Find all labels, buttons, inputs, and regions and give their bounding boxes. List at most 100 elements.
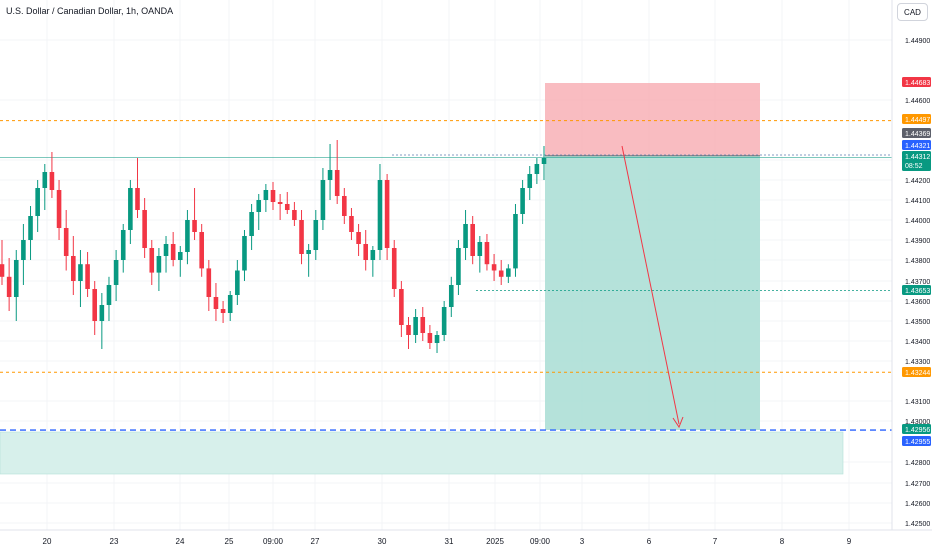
candle: [0, 240, 5, 285]
x-tick-label: 23: [110, 537, 119, 546]
candle: [192, 188, 197, 240]
candle: [227, 291, 233, 321]
y-tick-label: 1.43700: [905, 279, 930, 286]
candle-body: [128, 188, 133, 230]
candle-body: [220, 309, 226, 313]
candle-body: [135, 188, 140, 210]
candle: [334, 140, 340, 204]
currency-button[interactable]: CAD: [897, 3, 928, 21]
candle-body: [256, 200, 262, 212]
projection-arrow: [621, 145, 680, 425]
y-tick-label: 1.42800: [905, 460, 930, 467]
candle-body: [420, 317, 426, 333]
y-tick-label: 1.44100: [905, 198, 930, 205]
candle: [242, 230, 247, 281]
price-label-text: 1.44683: [905, 80, 930, 87]
price-label-text: 1.43244: [905, 370, 930, 377]
candle-body: [491, 264, 497, 271]
candle: [513, 204, 518, 277]
price-label-target-line: 1.42955: [902, 436, 931, 446]
candle: [520, 180, 525, 224]
candle: [78, 250, 83, 307]
y-tick-label: 1.44000: [905, 218, 930, 225]
candle-body: [391, 248, 397, 289]
candle-body: [406, 325, 411, 335]
candle-body: [413, 317, 418, 335]
candle-body: [199, 232, 204, 269]
candle-body: [399, 289, 404, 325]
candle-body: [192, 220, 197, 232]
candle: [113, 250, 119, 301]
candle-body: [520, 188, 525, 214]
price-label-level: 1.43653: [902, 285, 931, 295]
price-label-text: 1.43653: [905, 288, 930, 295]
x-tick-label: 2025: [486, 537, 504, 546]
price-label-box: [902, 436, 931, 446]
y-tick-label: 1.43400: [905, 339, 930, 346]
x-tick-label: 09:00: [530, 537, 551, 546]
candle: [370, 246, 376, 277]
candle-body: [185, 220, 190, 252]
candle: [199, 224, 204, 277]
x-tick-label: 6: [647, 537, 652, 546]
candle: [142, 198, 147, 258]
candle-body: [263, 190, 269, 200]
candle-body: [21, 240, 26, 260]
candle: [356, 224, 361, 256]
candle: [220, 301, 226, 323]
candle: [213, 283, 219, 321]
y-tick-label: 1.42500: [905, 521, 930, 528]
candle: [71, 236, 76, 295]
x-tick-label: 31: [445, 537, 454, 546]
candle: [484, 234, 490, 271]
candle: [498, 260, 504, 285]
candle: [292, 202, 297, 226]
candle: [327, 144, 333, 200]
price-label-box: [902, 77, 931, 87]
candle-body: [249, 212, 254, 236]
arrow-head: [672, 416, 684, 429]
candle-body: [149, 248, 155, 273]
candle: [35, 180, 40, 232]
y-tick-label: 1.43600: [905, 299, 930, 306]
y-tick-label: 1.43500: [905, 319, 930, 326]
price-label-resistance: 1.44497: [902, 114, 931, 124]
stop-loss-zone: [545, 83, 760, 156]
candle-body: [85, 264, 90, 289]
candle: [120, 224, 126, 273]
price-label-text: 1.44312: [905, 154, 930, 161]
price-label-entry: 1.44321: [902, 140, 931, 150]
candle: [170, 232, 176, 267]
candle-body: [456, 248, 461, 285]
price-label-box: [902, 114, 931, 124]
y-tick-label: 1.44600: [905, 98, 930, 105]
candle-body: [427, 333, 433, 343]
candle-body: [356, 232, 361, 244]
candle: [320, 168, 326, 230]
y-tick-label: 1.42600: [905, 501, 930, 508]
candle: [263, 184, 269, 212]
candle-body: [470, 224, 475, 256]
candle: [92, 281, 98, 335]
candle: [85, 252, 90, 297]
candle-body: [370, 250, 376, 260]
price-label-box: [902, 285, 931, 295]
candle: [6, 258, 12, 311]
candle-body: [434, 335, 440, 343]
candle: [21, 224, 26, 285]
x-tick-label: 20: [43, 537, 52, 546]
candle: [448, 276, 454, 317]
candle: [177, 246, 183, 277]
candle-body: [235, 270, 240, 295]
candle: [270, 182, 276, 210]
y-tick-label: 1.44900: [905, 38, 930, 45]
candle: [463, 210, 468, 260]
price-label-target: 1.42956: [902, 424, 931, 434]
candle: [342, 188, 347, 224]
x-tick-label: 7: [713, 537, 718, 546]
candle: [441, 301, 447, 341]
price-label-box: [902, 140, 931, 150]
candle: [128, 180, 133, 244]
candle-body: [349, 216, 354, 232]
